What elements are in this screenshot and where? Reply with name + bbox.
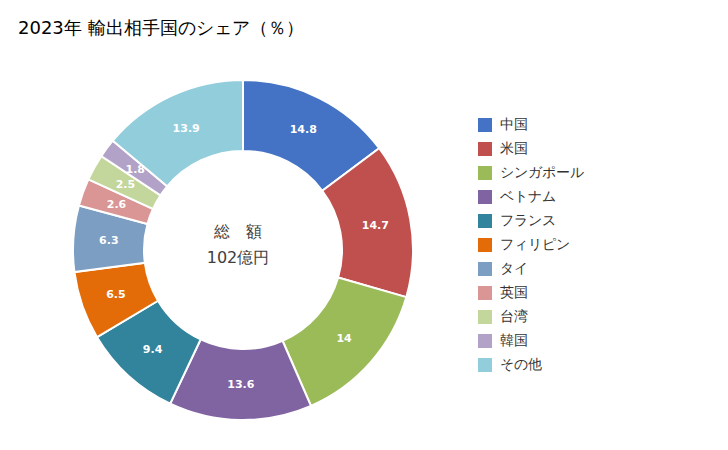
svg-text:6.3: 6.3	[99, 234, 119, 247]
svg-text:1.8: 1.8	[126, 163, 146, 176]
html-text:米国: 米国	[500, 140, 528, 156]
html-text:フィリピン: フィリピン	[500, 236, 570, 252]
svg-text:2.6: 2.6	[107, 198, 127, 211]
svg-text:13.9: 13.9	[173, 122, 200, 135]
html-text:総 額: 総 額	[214, 222, 262, 241]
svg-text:14.7: 14.7	[362, 219, 389, 232]
html-text:2023年 輸出相手国のシェア（％）: 2023年 輸出相手国のシェア（％）	[18, 17, 304, 38]
html-text:シンガポール: シンガポール	[500, 164, 584, 180]
svg-text:14.8: 14.8	[290, 123, 317, 136]
svg-text:6.5: 6.5	[106, 288, 126, 301]
html-text:台湾: 台湾	[500, 308, 528, 324]
html-text:ベトナム: ベトナム	[500, 188, 556, 204]
svg-text:13.6: 13.6	[227, 378, 254, 391]
svg-text:2.5: 2.5	[116, 178, 136, 191]
html-text:英国: 英国	[500, 284, 528, 300]
svg-text:9.4: 9.4	[143, 343, 163, 356]
html-text:中国: 中国	[500, 116, 528, 132]
html-text:韓国: 韓国	[500, 332, 528, 348]
html-text:タイ: タイ	[500, 260, 528, 276]
html-text:フランス: フランス	[500, 212, 556, 228]
html-text:102億円: 102億円	[206, 248, 270, 267]
svg-text:14: 14	[336, 332, 352, 345]
html-text:その他: その他	[500, 356, 542, 372]
